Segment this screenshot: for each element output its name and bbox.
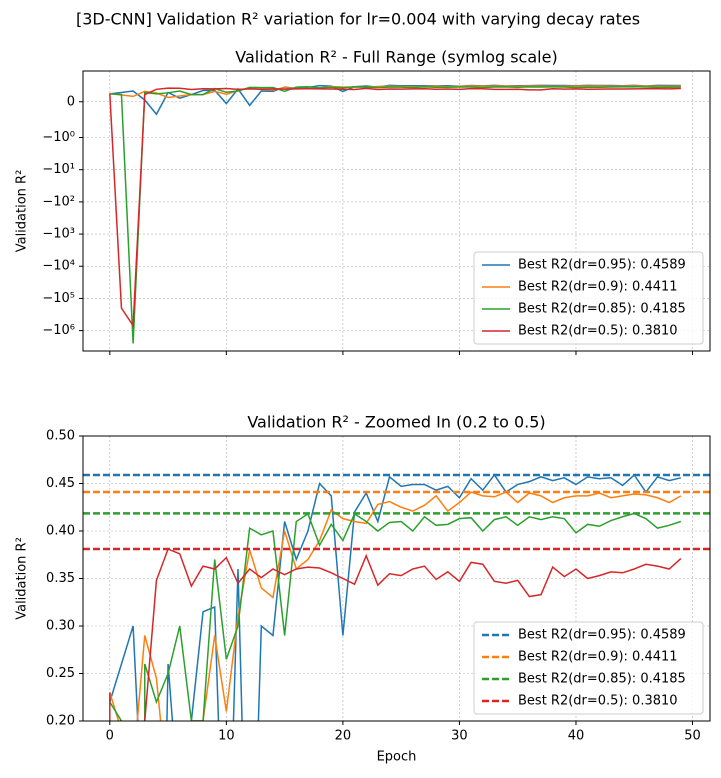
y-tick-label: −10⁵ (42, 291, 75, 306)
x-tick-label: 20 (335, 729, 352, 744)
y-tick-label: −10² (42, 194, 75, 209)
legend-label: Best R2(dr=0.95): 0.4589 (518, 258, 686, 273)
series-line (109, 87, 681, 328)
series-line (109, 473, 682, 721)
y-tick-label: 0.40 (46, 524, 75, 539)
plot-area (109, 84, 681, 344)
legend-label: Best R2(dr=0.85): 0.4185 (518, 672, 686, 687)
y-axis-label: Validation R² (15, 537, 30, 620)
y-tick-label: −10¹ (42, 162, 75, 177)
legend-box (473, 621, 704, 715)
y-tick-label: 0.45 (46, 476, 75, 491)
axes-title: Validation R² - Zoomed In (0.2 to 0.5) (247, 413, 545, 432)
x-tick-label: 10 (218, 729, 235, 744)
axes-title: Validation R² - Full Range (symlog scale… (235, 48, 557, 67)
legend-label: Best R2(dr=0.9): 0.4411 (518, 280, 678, 295)
y-tick-label: 0 (67, 94, 75, 109)
series-line (109, 86, 681, 344)
legend-box (473, 251, 704, 345)
y-tick-label: −10³ (42, 227, 75, 242)
legend-label: Best R2(dr=0.95): 0.4589 (518, 628, 686, 643)
y-tick-label: 0.25 (46, 666, 75, 681)
legend-label: Best R2(dr=0.5): 0.3810 (518, 324, 678, 339)
y-tick-label: 0.50 (46, 429, 75, 444)
x-tick-label: 50 (684, 729, 701, 744)
y-tick-label: 0.20 (46, 714, 75, 729)
series-line (109, 491, 682, 721)
axes-frame (82, 70, 711, 352)
legend-label: Best R2(dr=0.9): 0.4411 (518, 650, 678, 665)
x-tick-label: 40 (568, 729, 585, 744)
y-tick-label: −10⁶ (42, 323, 75, 338)
figure-title: [3D-CNN] Validation R² variation for lr=… (76, 10, 640, 29)
x-axis-label: Epoch (377, 750, 417, 765)
plot-area (109, 473, 682, 721)
legend-label: Best R2(dr=0.5): 0.3810 (518, 694, 678, 709)
x-tick-label: 0 (106, 729, 114, 744)
y-tick-label: 0.30 (46, 619, 75, 634)
legend-label: Best R2(dr=0.85): 0.4185 (518, 302, 686, 317)
axes-frame (82, 435, 711, 722)
y-tick-label: 0.35 (46, 571, 75, 586)
y-tick-label: −10⁰ (42, 130, 75, 145)
y-tick-label: −10⁴ (42, 259, 75, 274)
y-axis-label: Validation R² (15, 170, 30, 253)
x-tick-label: 30 (451, 729, 468, 744)
